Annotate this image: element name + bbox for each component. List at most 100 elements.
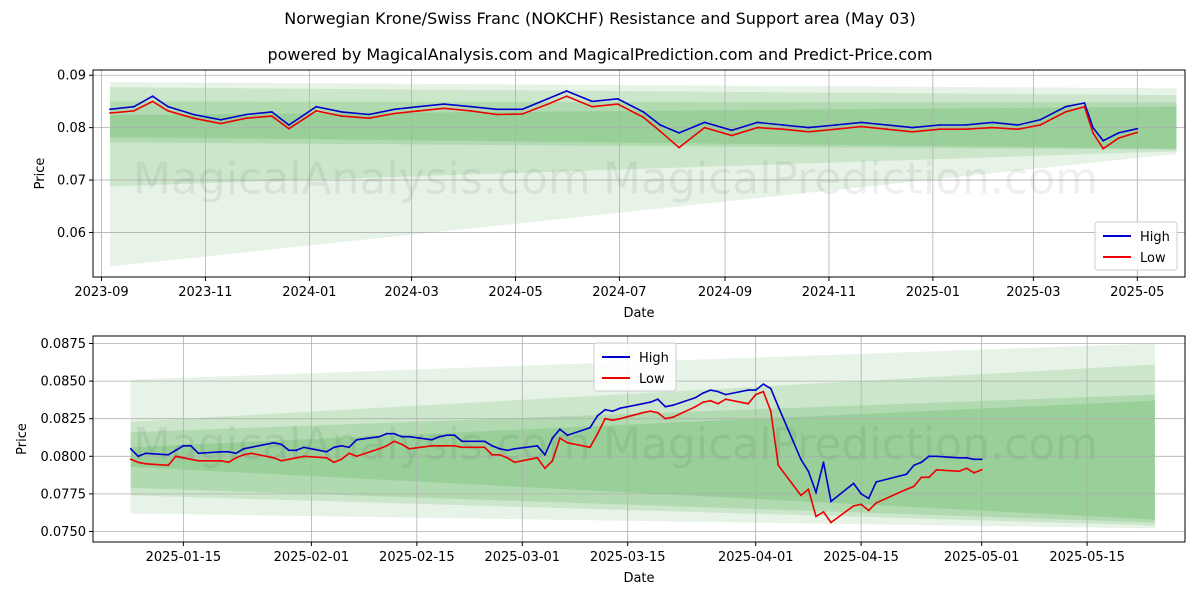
data-point-high [491, 444, 493, 447]
x-tick-label: 2024-03 [384, 285, 438, 300]
data-point-low [325, 456, 328, 459]
data-point-low [642, 116, 645, 119]
data-point-high [340, 444, 343, 447]
data-point-low [498, 453, 501, 456]
data-point-low [730, 134, 733, 137]
data-point-high [272, 441, 275, 444]
data-point-low [400, 443, 403, 446]
data-point-low [182, 456, 185, 459]
data-point-high [724, 393, 727, 396]
data-point-high [604, 408, 606, 411]
data-point-high [355, 438, 358, 441]
data-point-high [815, 491, 817, 494]
data-point-low [393, 440, 396, 443]
data-point-high [174, 449, 177, 452]
data-point-high [911, 126, 914, 129]
data-point-high [547, 97, 549, 100]
data-point-high [616, 97, 619, 100]
data-point-low [565, 95, 568, 98]
data-point-high [591, 100, 594, 103]
data-point-high [559, 428, 561, 431]
data-point-high [822, 461, 825, 464]
data-point-low [964, 128, 967, 131]
support-resistance-band [130, 394, 1155, 523]
legend-label-high: High [639, 351, 669, 366]
data-point-high [250, 446, 253, 449]
data-point-high [860, 121, 863, 124]
data-point-high [702, 392, 704, 394]
data-point-low [167, 110, 169, 112]
x-tick-label: 2024-01 [282, 285, 336, 300]
data-point-high [920, 461, 923, 464]
data-point-low [137, 461, 140, 464]
support-resistance-band [110, 87, 1177, 187]
data-point-low [190, 458, 192, 461]
data-point-high [782, 124, 784, 126]
data-point-high [991, 121, 994, 124]
data-point-low [280, 459, 283, 462]
data-point-low [973, 471, 975, 474]
x-tick-label: 2025-05 [1110, 285, 1164, 300]
data-point-low [174, 455, 177, 458]
data-point-low [219, 122, 222, 125]
data-point-low [656, 411, 659, 414]
data-point-low [109, 112, 111, 114]
data-point-high [470, 105, 473, 108]
x-tick-label: 2025-03-01 [484, 550, 560, 565]
data-point-low [702, 401, 704, 404]
data-point-high [446, 434, 448, 437]
data-point-low [958, 470, 960, 473]
data-point-high [1117, 132, 1120, 134]
x-tick-label: 2023-09 [74, 285, 128, 300]
data-point-low [192, 117, 195, 120]
data-point-high [756, 121, 759, 124]
data-point-low [544, 467, 546, 470]
data-point-high [325, 450, 328, 453]
legend: High Low [593, 342, 677, 392]
data-point-high [151, 95, 154, 98]
legend-label-high: High [1140, 230, 1170, 245]
data-point-low [769, 410, 772, 413]
data-point-low [659, 130, 662, 133]
data-point-low [980, 468, 983, 471]
y-tick-label: 0.06 [57, 226, 86, 241]
data-point-high [834, 124, 837, 126]
data-point-low [664, 417, 667, 420]
data-point-low [495, 113, 498, 116]
data-point-high [980, 458, 983, 461]
x-tick-label: 2025-01 [906, 285, 960, 300]
y-tick-label: 0.0775 [41, 487, 87, 502]
y-axis-label: Price [33, 158, 48, 190]
data-point-low [235, 456, 238, 459]
data-point-low [717, 402, 719, 405]
legend: High Low [1094, 221, 1178, 271]
data-point-high [109, 108, 111, 111]
data-point-high [596, 414, 599, 417]
data-point-low [830, 521, 832, 524]
data-point-low [886, 128, 888, 131]
y-axis-label: Price [15, 423, 30, 455]
data-point-low [911, 130, 914, 133]
data-point-low [295, 456, 298, 459]
data-point-high [242, 447, 245, 450]
data-point-high [938, 124, 941, 126]
data-point-high [443, 103, 445, 105]
data-point-low [129, 458, 132, 461]
data-point-high [144, 452, 147, 455]
data-point-low [287, 458, 290, 461]
axes-frame [92, 335, 1186, 543]
x-tick-label: 2025-04-15 [823, 550, 899, 565]
data-point-low [245, 117, 248, 120]
data-point-low [315, 110, 318, 112]
data-point-low [591, 105, 594, 108]
data-point-low [822, 511, 825, 513]
data-point-high [973, 458, 975, 461]
data-point-low [288, 127, 290, 130]
data-point-high [536, 444, 539, 447]
data-point-low [913, 485, 915, 488]
data-point-low [333, 461, 335, 464]
data-point-high [852, 482, 855, 485]
data-point-low [348, 452, 350, 455]
data-point-high [867, 497, 870, 500]
support-resistance-band [130, 364, 1155, 526]
